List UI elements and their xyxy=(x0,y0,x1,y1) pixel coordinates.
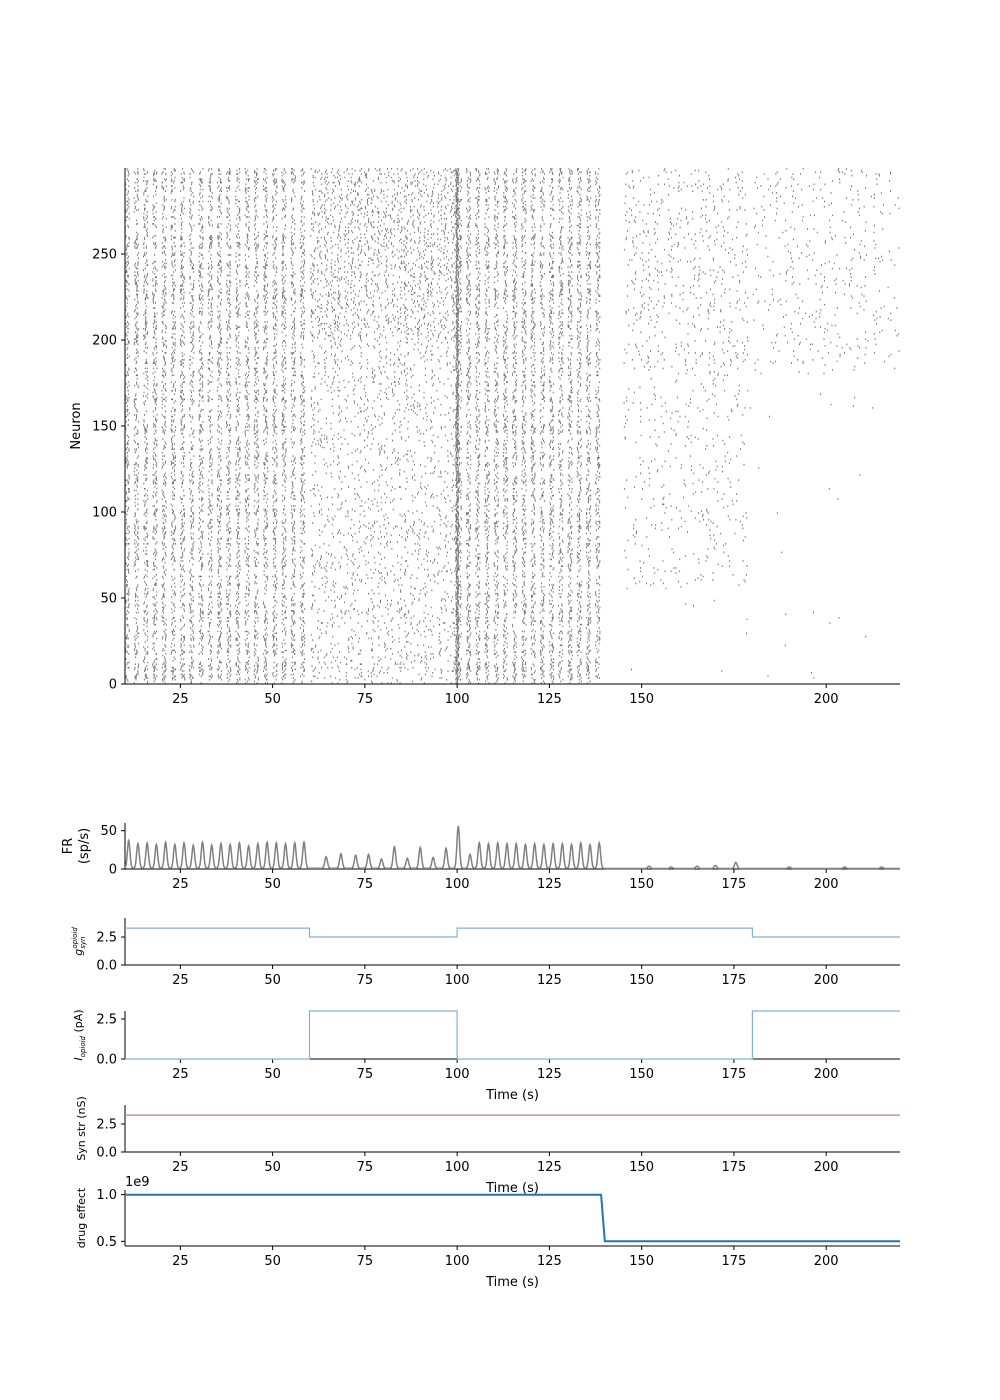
x-tick-label: 100 xyxy=(445,692,470,707)
x-tick-label: 150 xyxy=(629,877,654,892)
y-axis-label: gsynopioid xyxy=(71,927,87,956)
x-tick-label: 100 xyxy=(445,1254,470,1269)
y-tick-label: 0.0 xyxy=(96,959,117,974)
x-tick-label: 75 xyxy=(357,692,374,707)
x-tick-label: 200 xyxy=(814,877,839,892)
y-tick-label: 200 xyxy=(92,334,117,349)
x-tick-label: 125 xyxy=(537,877,562,892)
x-tick-label: 100 xyxy=(445,1160,470,1175)
x-tick-label: 75 xyxy=(357,1254,374,1269)
ylabel-main: I xyxy=(72,1057,85,1060)
x-tick-label: 200 xyxy=(814,1067,839,1082)
syn-str-panel: 25 50 75 100 125 150 175 200 0.0 2.5 Time (s) Syn s… xyxy=(75,1096,900,1196)
y-tick-label: 0.0 xyxy=(96,1146,117,1161)
drug-effect-line xyxy=(125,1193,900,1243)
gsyn-opioid-line xyxy=(125,927,900,938)
x-tick-label: 150 xyxy=(629,1067,654,1082)
y-axis-label-line1: FR xyxy=(61,838,76,855)
x-tick-label: 25 xyxy=(172,1067,189,1082)
x-axis-label: Time (s) xyxy=(485,1181,539,1196)
x-tick-label: 75 xyxy=(357,877,374,892)
ylabel-sup: opioid xyxy=(71,927,79,949)
x-tick-label: 125 xyxy=(537,973,562,988)
x-axis-label: Time (s) xyxy=(485,1088,539,1103)
x-tick-label: 50 xyxy=(264,973,281,988)
firing-rate-panel: 25 50 75 100 125 150 175 200 0 50 FR (sp/s) xyxy=(61,823,900,892)
y-tick-label: 100 xyxy=(92,506,117,521)
x-tick-label: 25 xyxy=(172,692,189,707)
y-tick-label: 1.0 xyxy=(96,1188,117,1203)
drug-effect-panel: 25 50 75 100 125 150 175 200 0.5 1.0 Time (s) drug … xyxy=(75,1175,900,1290)
y-axis-label: Syn str (nS) xyxy=(75,1096,88,1161)
y-tick-label: 2.5 xyxy=(96,1118,117,1133)
x-tick-label: 100 xyxy=(445,1067,470,1082)
x-tick-label: 75 xyxy=(357,973,374,988)
x-tick-label: 150 xyxy=(629,973,654,988)
y-tick-label: 0 xyxy=(109,678,117,693)
x-tick-label: 25 xyxy=(172,877,189,892)
y-tick-label: 150 xyxy=(92,420,117,435)
y-axis-label: Iopioid (pA) xyxy=(72,1009,87,1060)
ylabel-sub: syn xyxy=(79,937,87,949)
x-tick-label: 175 xyxy=(722,877,747,892)
ylabel-unit: (pA) xyxy=(72,1009,85,1036)
ylabel-main: g xyxy=(72,949,85,956)
y-tick-label: 0 xyxy=(109,863,117,878)
x-tick-label: 200 xyxy=(814,973,839,988)
x-tick-label: 150 xyxy=(629,692,654,707)
offset-text: 1e9 xyxy=(125,1175,150,1190)
x-tick-label: 25 xyxy=(172,973,189,988)
x-tick-label: 50 xyxy=(264,692,281,707)
x-tick-label: 200 xyxy=(814,1254,839,1269)
y-tick-label: 250 xyxy=(92,248,117,263)
x-tick-label: 175 xyxy=(722,1067,747,1082)
raster-panel: 25 50 75 100 125 150 200 0 50 100 150 200 250 Neuron xyxy=(69,168,900,707)
x-tick-label: 50 xyxy=(264,877,281,892)
y-tick-label: 50 xyxy=(100,592,117,607)
spike-raster xyxy=(124,168,900,684)
x-tick-label: 100 xyxy=(445,877,470,892)
x-tick-label: 50 xyxy=(264,1067,281,1082)
x-tick-label: 200 xyxy=(814,1160,839,1175)
y-tick-label: 50 xyxy=(100,824,117,839)
ylabel-sub: opioid xyxy=(79,1035,87,1057)
x-axis-label: Time (s) xyxy=(485,1275,539,1290)
x-tick-label: 125 xyxy=(537,1254,562,1269)
x-tick-label: 75 xyxy=(357,1160,374,1175)
x-tick-label: 125 xyxy=(537,1160,562,1175)
y-tick-label: 2.5 xyxy=(96,931,117,946)
x-tick-label: 175 xyxy=(722,1254,747,1269)
y-axis-label-line2: (sp/s) xyxy=(77,828,92,864)
i-opioid-panel: 25 50 75 100 125 150 175 200 0.0 2.5 Time (s) Iopio… xyxy=(72,1009,900,1103)
x-tick-label: 125 xyxy=(537,1067,562,1082)
y-axis-label: Neuron xyxy=(69,402,84,449)
x-tick-label: 25 xyxy=(172,1254,189,1269)
x-tick-label: 75 xyxy=(357,1067,374,1082)
x-tick-label: 150 xyxy=(629,1160,654,1175)
x-tick-label: 150 xyxy=(629,1254,654,1269)
y-tick-label: 0.0 xyxy=(96,1053,117,1068)
x-tick-label: 25 xyxy=(172,1160,189,1175)
gsyn-opioid-panel: 25 50 75 100 125 150 175 200 0.0 2.5 gsynopioid xyxy=(71,918,900,988)
x-tick-label: 125 xyxy=(537,692,562,707)
x-tick-label: 175 xyxy=(722,1160,747,1175)
i-opioid-line xyxy=(125,1010,900,1060)
x-tick-label: 50 xyxy=(264,1254,281,1269)
firing-rate-line xyxy=(124,825,900,870)
y-axis-label: drug effect xyxy=(75,1187,88,1248)
y-tick-label: 2.5 xyxy=(96,1013,117,1028)
x-tick-label: 50 xyxy=(264,1160,281,1175)
x-tick-label: 175 xyxy=(722,973,747,988)
y-tick-label: 0.5 xyxy=(96,1235,117,1250)
x-tick-label: 100 xyxy=(445,973,470,988)
x-tick-label: 200 xyxy=(814,692,839,707)
